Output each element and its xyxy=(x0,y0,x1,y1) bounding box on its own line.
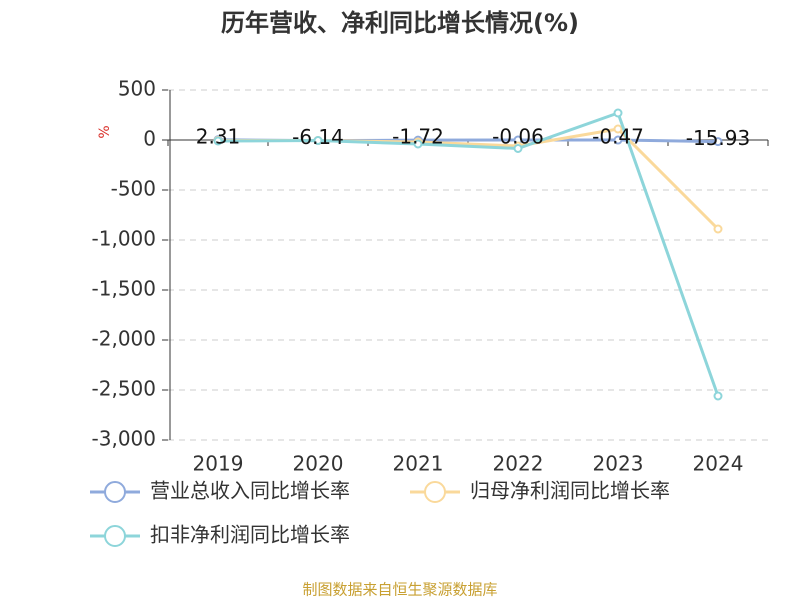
data-label: -15.93 xyxy=(686,126,750,150)
legend-marker xyxy=(424,481,446,503)
legend-label: 归母净利润同比增长率 xyxy=(470,479,670,503)
data-point xyxy=(713,224,723,234)
x-tick-label: 2021 xyxy=(393,452,444,476)
data-point xyxy=(413,139,423,149)
x-tick-label: 2022 xyxy=(493,452,544,476)
series-line xyxy=(217,111,720,397)
legend-label: 扣非净利润同比增长率 xyxy=(150,523,350,547)
data-label: -0.47 xyxy=(592,125,644,149)
legend-marker xyxy=(104,525,126,547)
data-point xyxy=(713,137,723,147)
y-axis-label: % xyxy=(97,125,113,138)
y-tick-label: -1,500 xyxy=(92,277,156,301)
y-tick-label: -1,000 xyxy=(92,227,156,251)
x-tick-label: 2024 xyxy=(693,452,744,476)
data-point xyxy=(613,124,623,134)
x-tick-label: 2020 xyxy=(293,452,344,476)
source-note: 制图数据来自恒生聚源数据库 xyxy=(302,581,497,599)
y-tick-label: -2,000 xyxy=(92,327,156,351)
y-tick-label: -2,500 xyxy=(92,377,156,401)
y-tick-label: 500 xyxy=(118,77,156,101)
data-point xyxy=(613,135,623,145)
chart-title: 历年营收、净利同比增长情况(%) xyxy=(221,9,579,37)
y-tick-label: -3,000 xyxy=(92,427,156,451)
legend-marker xyxy=(104,481,126,503)
data-label: -0.06 xyxy=(492,125,544,149)
x-tick-label: 2019 xyxy=(193,452,244,476)
data-point xyxy=(613,108,623,118)
data-label: -1.72 xyxy=(392,125,444,149)
data-point xyxy=(313,136,323,145)
x-tick-label: 2023 xyxy=(593,452,644,476)
data-label: -6.14 xyxy=(292,125,344,149)
data-point xyxy=(213,136,223,146)
y-tick-label: -500 xyxy=(111,177,156,201)
y-tick-label: 0 xyxy=(143,127,156,151)
legend-label: 营业总收入同比增长率 xyxy=(150,479,350,503)
data-label: 2.31 xyxy=(196,124,241,148)
data-point xyxy=(713,391,723,401)
data-point xyxy=(513,144,523,153)
